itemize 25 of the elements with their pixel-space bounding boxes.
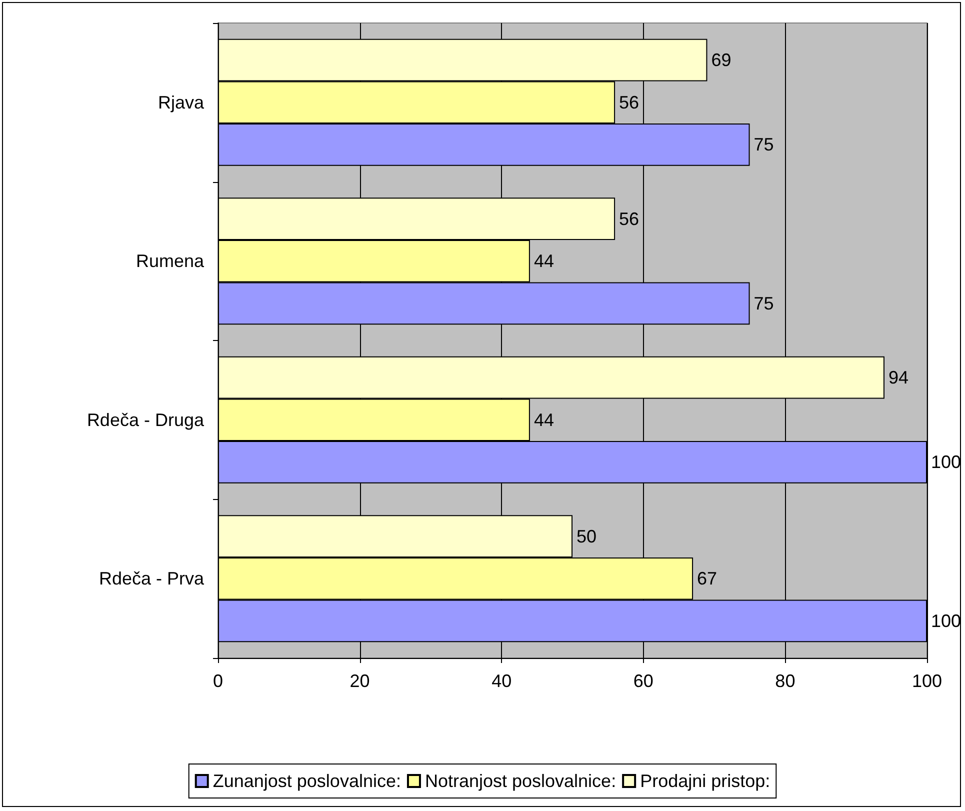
x-tick-label: 60 — [633, 671, 654, 691]
data-label: 56 — [619, 208, 640, 229]
data-label: 67 — [697, 568, 718, 589]
x-tick-label: 40 — [492, 671, 512, 691]
y-tick-label: Rdeča - Prva — [98, 568, 205, 589]
data-label: 100 — [931, 452, 962, 472]
legend-label: Zunanjost poslovalnice: — [212, 771, 401, 791]
data-label: 69 — [711, 50, 732, 70]
x-tick-label: 20 — [350, 671, 370, 691]
data-label: 44 — [534, 410, 554, 430]
legend-label: Notranjost poslovalnice: — [424, 771, 616, 791]
data-label: 44 — [534, 251, 554, 272]
legend-label: Prodajni pristop: — [640, 771, 770, 791]
data-label: 75 — [754, 134, 774, 155]
x-tick-label: 100 — [912, 671, 942, 691]
data-label: 56 — [619, 92, 640, 112]
data-label: 94 — [888, 368, 908, 388]
y-tick-label: Rdeča - Druga — [86, 410, 205, 430]
y-tick-label: Rumena — [136, 251, 205, 272]
y-tick-label: Rjava — [158, 92, 205, 112]
data-label: 75 — [754, 293, 774, 314]
x-tick-label: 80 — [775, 671, 796, 691]
data-label: 50 — [576, 526, 597, 546]
data-label: 100 — [931, 610, 962, 631]
x-tick-label: 0 — [212, 671, 224, 691]
